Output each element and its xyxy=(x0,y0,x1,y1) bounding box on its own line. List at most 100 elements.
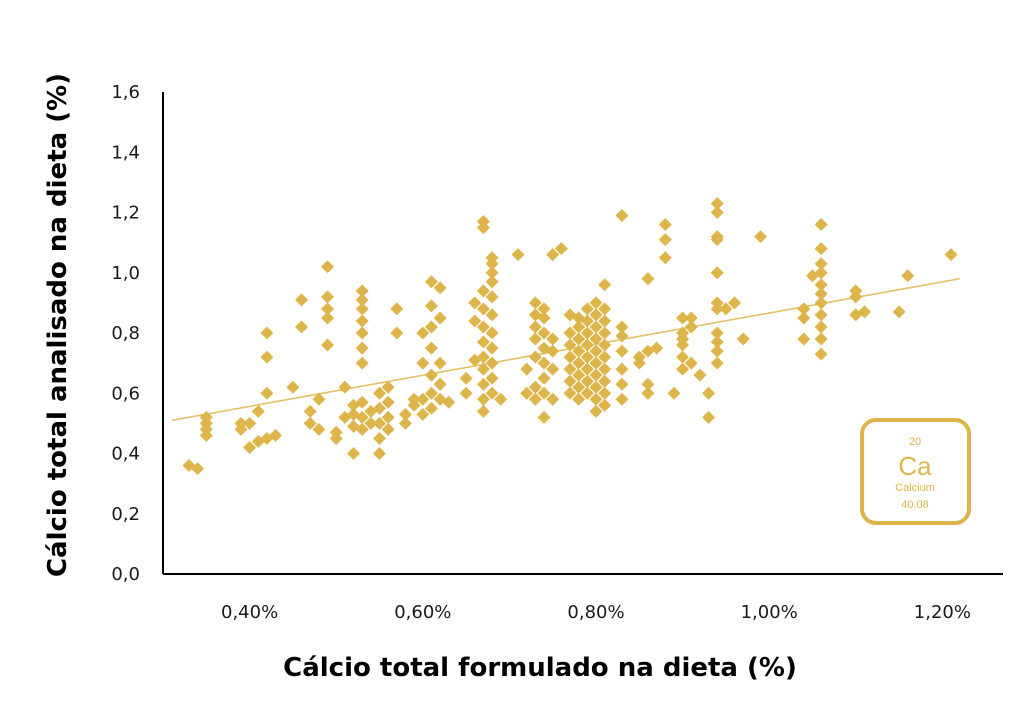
data-point xyxy=(398,416,412,430)
data-point xyxy=(295,293,309,307)
calcium-element-badge: 20 Ca Calcium 40.08 xyxy=(860,418,971,525)
data-point xyxy=(589,308,603,322)
data-point xyxy=(563,362,577,376)
data-point xyxy=(416,356,430,370)
data-point xyxy=(684,311,698,325)
data-point xyxy=(615,344,629,358)
data-point xyxy=(485,290,499,304)
data-point xyxy=(658,233,672,247)
data-point xyxy=(814,296,828,310)
y-tick-label: 1,4 xyxy=(111,142,140,163)
data-point xyxy=(459,386,473,400)
data-point xyxy=(485,308,499,322)
data-point xyxy=(442,395,456,409)
data-point xyxy=(476,320,490,334)
data-point xyxy=(563,350,577,364)
data-point xyxy=(433,311,447,325)
data-point xyxy=(433,356,447,370)
data-point xyxy=(234,416,248,430)
data-point xyxy=(814,287,828,301)
data-point xyxy=(684,356,698,370)
data-point xyxy=(572,392,586,406)
data-point xyxy=(814,308,828,322)
data-point xyxy=(658,251,672,265)
data-point xyxy=(797,332,811,346)
data-point xyxy=(528,332,542,346)
data-point xyxy=(321,338,335,352)
data-point xyxy=(381,380,395,394)
y-tick-label: 1,6 xyxy=(111,82,140,103)
data-point xyxy=(303,404,317,418)
y-tick-label: 0,0 xyxy=(111,564,140,585)
data-point xyxy=(390,326,404,340)
data-point xyxy=(476,377,490,391)
data-point xyxy=(303,416,317,430)
y-axis-title: Cálcio total analisado na dieta (%) xyxy=(43,73,73,577)
data-point xyxy=(537,386,551,400)
data-point xyxy=(589,356,603,370)
data-point xyxy=(260,326,274,340)
data-point xyxy=(572,320,586,334)
badge-element-name: Calcium xyxy=(895,482,935,494)
data-point xyxy=(572,356,586,370)
data-point xyxy=(424,368,438,382)
data-point xyxy=(857,305,871,319)
data-point xyxy=(598,338,612,352)
data-point xyxy=(520,362,534,376)
data-point xyxy=(537,311,551,325)
data-point xyxy=(355,302,369,316)
data-point xyxy=(372,416,386,430)
data-point xyxy=(381,422,395,436)
data-point xyxy=(528,392,542,406)
data-point xyxy=(546,248,560,262)
data-point xyxy=(710,356,724,370)
data-point xyxy=(580,326,594,340)
data-point xyxy=(676,362,690,376)
data-point xyxy=(814,242,828,256)
data-point xyxy=(424,386,438,400)
data-point xyxy=(710,296,724,310)
data-point xyxy=(572,368,586,382)
data-point xyxy=(243,440,257,454)
data-point xyxy=(684,320,698,334)
data-point xyxy=(416,407,430,421)
data-point xyxy=(424,299,438,313)
data-point xyxy=(580,386,594,400)
data-point xyxy=(286,380,300,394)
data-point xyxy=(269,428,283,442)
data-point xyxy=(355,410,369,424)
data-point xyxy=(416,326,430,340)
data-point xyxy=(338,380,352,394)
data-point xyxy=(814,266,828,280)
data-point xyxy=(615,377,629,391)
data-point xyxy=(433,377,447,391)
data-point xyxy=(598,278,612,292)
data-point xyxy=(554,242,568,256)
x-tick-label: 1,20% xyxy=(914,602,971,623)
data-point xyxy=(528,380,542,394)
data-point xyxy=(468,296,482,310)
data-point xyxy=(485,251,499,265)
x-tick-label: 0,40% xyxy=(221,602,278,623)
data-point xyxy=(641,272,655,286)
data-point xyxy=(598,362,612,376)
data-point xyxy=(355,341,369,355)
data-point xyxy=(598,314,612,328)
data-point xyxy=(650,341,664,355)
data-point xyxy=(676,326,690,340)
data-point xyxy=(321,302,335,316)
data-point xyxy=(485,275,499,289)
data-point xyxy=(710,326,724,340)
x-tick-label: 1,00% xyxy=(741,602,798,623)
data-point xyxy=(702,410,716,424)
data-point xyxy=(563,374,577,388)
data-point xyxy=(944,248,958,262)
data-point xyxy=(243,416,257,430)
y-tick-label: 0,8 xyxy=(111,323,140,344)
data-point xyxy=(563,386,577,400)
data-point xyxy=(476,284,490,298)
x-tick-labels: 0,40% 0,60% 0,80% 1,00% 1,20% xyxy=(221,602,971,623)
data-point xyxy=(814,332,828,346)
data-point xyxy=(589,296,603,310)
data-point xyxy=(312,422,326,436)
